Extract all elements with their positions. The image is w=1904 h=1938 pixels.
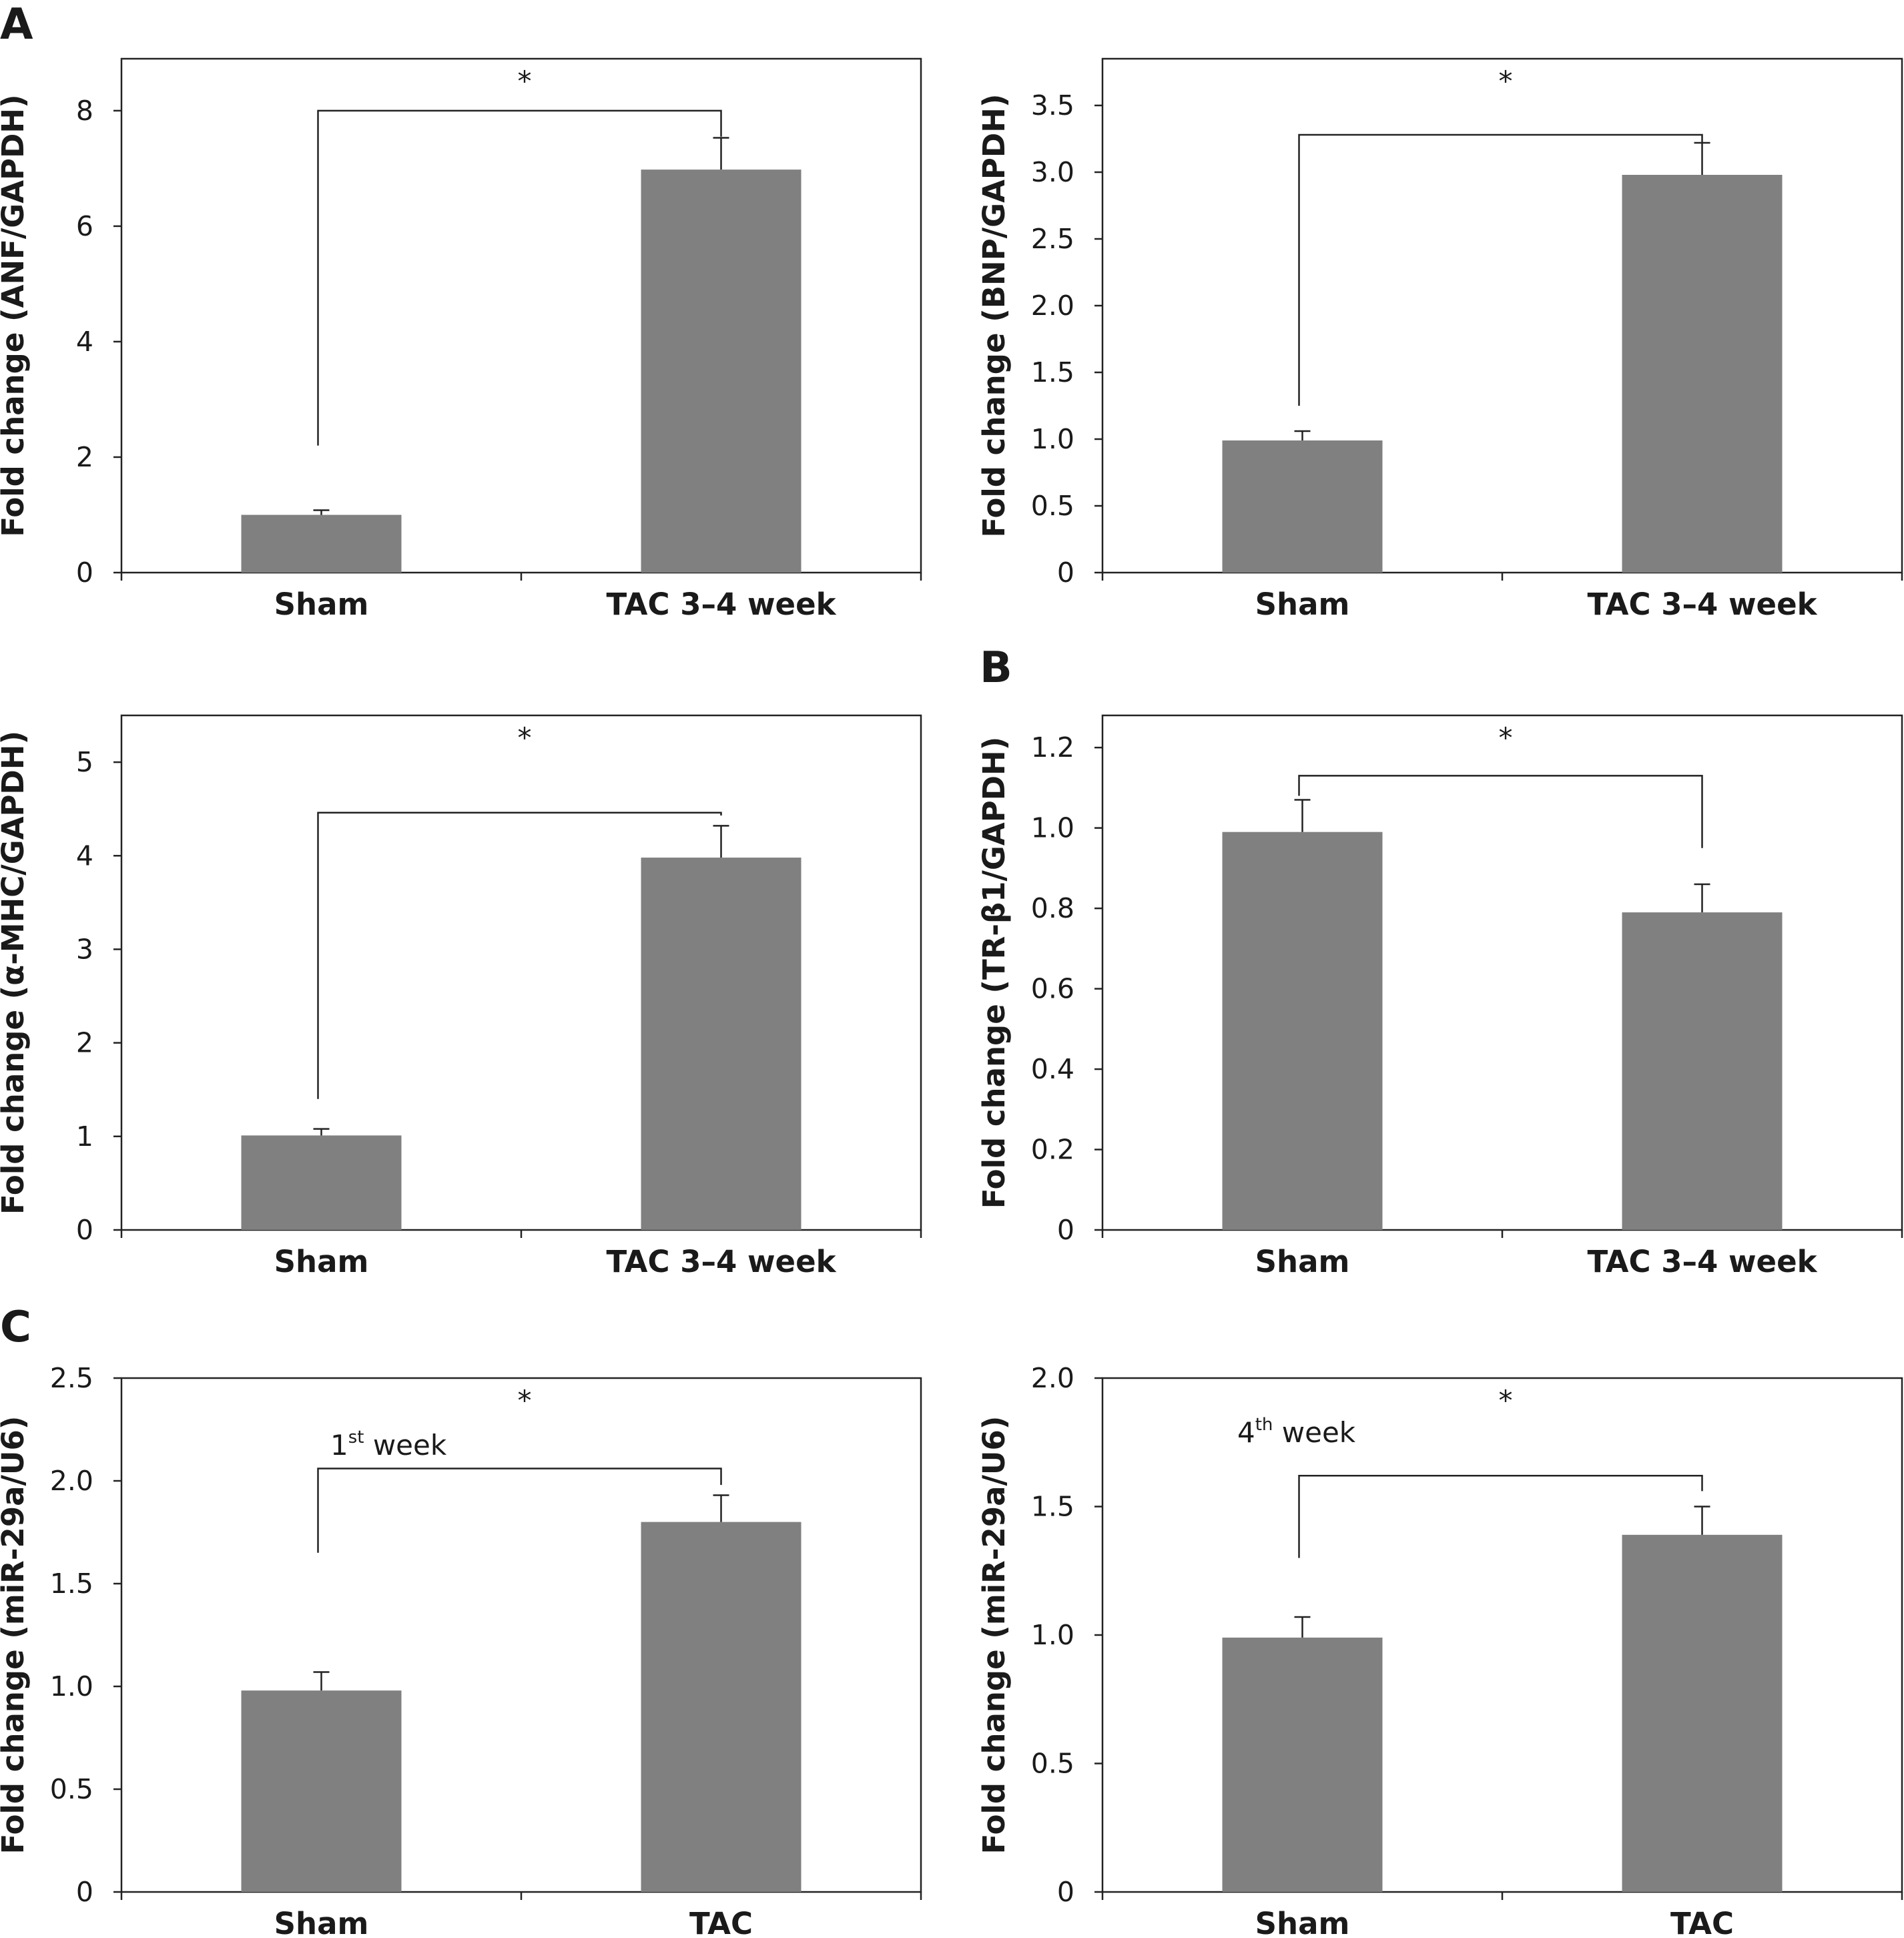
bar-sham xyxy=(1222,1637,1383,1892)
y-axis-title: Fold change (TR-β1/GAPDH) xyxy=(976,737,1012,1209)
y-tick-label: 3.5 xyxy=(1031,89,1074,121)
y-tick-label: 5 xyxy=(76,746,93,778)
significance-bracket xyxy=(317,1468,722,1553)
y-tick-label: 4 xyxy=(76,326,93,358)
bar-tac xyxy=(641,858,802,1230)
chart-2: 0 0.5 1.0 1.5 2.0 2.5 3.0 3.5 Sham TAC 3–4 week * F… xyxy=(976,57,1903,622)
y-tick-label: 0.5 xyxy=(50,1773,93,1805)
panel-letter-c: C xyxy=(0,1303,31,1352)
y-tick-label: 0 xyxy=(1057,1876,1074,1908)
week-annotation-suffix: st xyxy=(348,1427,364,1447)
y-tick-label: 2.0 xyxy=(1031,1362,1074,1394)
y-tick-label: 3 xyxy=(76,933,93,965)
bar-sham xyxy=(241,1135,402,1230)
y-tick-label: 0.5 xyxy=(1031,1748,1074,1780)
y-tick-label: 0.8 xyxy=(1031,892,1074,924)
y-tick-label: 1.5 xyxy=(50,1568,93,1600)
bar-tac xyxy=(1622,175,1783,573)
week-annotation-word: week xyxy=(1273,1416,1355,1449)
week-annotation-suffix: th xyxy=(1255,1415,1273,1435)
bar-tac xyxy=(641,170,802,573)
category-label-sham: Sham xyxy=(1255,587,1350,622)
y-tick-label: 0.6 xyxy=(1031,973,1074,1005)
category-label-tac: TAC 3–4 week xyxy=(606,587,836,622)
y-tick-label: 0 xyxy=(1057,557,1074,589)
y-tick-label: 0 xyxy=(76,1214,93,1246)
y-tick-label: 1.0 xyxy=(1031,812,1074,844)
y-tick-label: 2.5 xyxy=(50,1362,93,1394)
significance-bracket xyxy=(317,812,722,1099)
bar-sham xyxy=(1222,440,1383,573)
chart-1: 0 2 4 6 8 Sham TAC 3–4 week * Fold change (ANF/G… xyxy=(0,57,922,622)
category-label-tac: TAC 3–4 week xyxy=(606,1244,836,1279)
y-tick-label: 1.0 xyxy=(1031,1619,1074,1651)
category-label-sham: Sham xyxy=(1255,1244,1350,1279)
week-annotation: 1st week xyxy=(330,1427,447,1462)
significance-bracket xyxy=(1298,133,1703,406)
y-tick-label: 1.5 xyxy=(1031,356,1074,388)
y-tick-label: 0 xyxy=(76,557,93,589)
bar-tac xyxy=(1622,912,1783,1230)
chart-6: 0 0.5 1.0 1.5 2.0 Sham TAC * Fold change (miR-29… xyxy=(976,1362,1903,1938)
bar-tac xyxy=(1622,1534,1783,1892)
significance-star: * xyxy=(518,65,532,97)
bar-tac xyxy=(641,1522,802,1892)
significance-star: * xyxy=(1499,1384,1513,1417)
significance-bracket xyxy=(1298,775,1703,848)
y-tick-label: 0.4 xyxy=(1031,1053,1074,1085)
significance-bracket xyxy=(1298,1475,1703,1558)
y-axis-title: Fold change (α-MHC/GAPDH) xyxy=(0,731,31,1215)
y-tick-label: 0.2 xyxy=(1031,1134,1074,1166)
category-label-sham: Sham xyxy=(274,587,369,622)
significance-star: * xyxy=(518,721,532,754)
y-axis-title: Fold change (BNP/GAPDH) xyxy=(976,94,1012,538)
y-tick-label: 1.0 xyxy=(50,1670,93,1702)
y-tick-label: 3.0 xyxy=(1031,156,1074,188)
significance-star: * xyxy=(1499,65,1513,97)
week-annotation-number: 1 xyxy=(330,1429,348,1462)
significance-star: * xyxy=(1499,721,1513,754)
y-tick-label: 2.0 xyxy=(1031,290,1074,322)
panel-letter-b: B xyxy=(980,643,1012,693)
y-tick-label: 1.0 xyxy=(1031,423,1074,455)
panel-letter-a: A xyxy=(0,0,33,49)
week-annotation-word: week xyxy=(364,1429,446,1462)
chart-3: 0 1 2 3 4 5 Sham TAC 3–4 week * Fold change (α-MH… xyxy=(0,714,922,1279)
chart-4: 0 0.2 0.4 0.6 0.8 1.0 1.2 Sham TAC 3–4 week * Fold… xyxy=(976,714,1903,1279)
y-tick-label: 0.5 xyxy=(1031,490,1074,522)
charts-group: 0 2 4 6 8 Sham TAC 3–4 week * Fold change (ANF/G… xyxy=(0,57,1903,1938)
y-tick-label: 8 xyxy=(76,95,93,127)
category-label-tac: TAC xyxy=(1670,1906,1734,1938)
category-label-sham: Sham xyxy=(274,1906,369,1938)
chart-5: 0 0.5 1.0 1.5 2.0 2.5 Sham TAC * Fold change (miR… xyxy=(0,1362,922,1938)
category-label-sham: Sham xyxy=(274,1244,369,1279)
y-tick-label: 0 xyxy=(1057,1214,1074,1246)
category-label-sham: Sham xyxy=(1255,1906,1350,1938)
y-tick-label: 2.5 xyxy=(1031,223,1074,255)
y-tick-label: 1.2 xyxy=(1031,731,1074,763)
y-tick-label: 4 xyxy=(76,840,93,872)
y-axis-title: Fold change (ANF/GAPDH) xyxy=(0,94,31,537)
category-label-tac: TAC xyxy=(689,1906,753,1938)
y-tick-label: 1 xyxy=(76,1120,93,1153)
y-tick-label: 0 xyxy=(76,1876,93,1908)
y-axis-title: Fold change (miR-29a/U6) xyxy=(976,1416,1012,1855)
week-annotation: 4th week xyxy=(1237,1415,1356,1449)
y-tick-label: 1.5 xyxy=(1031,1491,1074,1523)
y-axis-title: Fold change (miR-29a/U6) xyxy=(0,1416,31,1855)
y-tick-label: 2 xyxy=(76,441,93,473)
bar-sham xyxy=(241,1690,402,1892)
category-label-tac: TAC 3–4 week xyxy=(1587,1244,1817,1279)
bar-sham xyxy=(1222,832,1383,1230)
week-annotation-number: 4 xyxy=(1237,1416,1255,1449)
category-label-tac: TAC 3–4 week xyxy=(1587,587,1817,622)
y-tick-label: 2.0 xyxy=(50,1465,93,1497)
y-tick-label: 6 xyxy=(76,210,93,242)
significance-star: * xyxy=(518,1384,532,1417)
y-tick-label: 2 xyxy=(76,1027,93,1059)
bar-sham xyxy=(241,515,402,573)
significance-bracket xyxy=(317,109,722,446)
